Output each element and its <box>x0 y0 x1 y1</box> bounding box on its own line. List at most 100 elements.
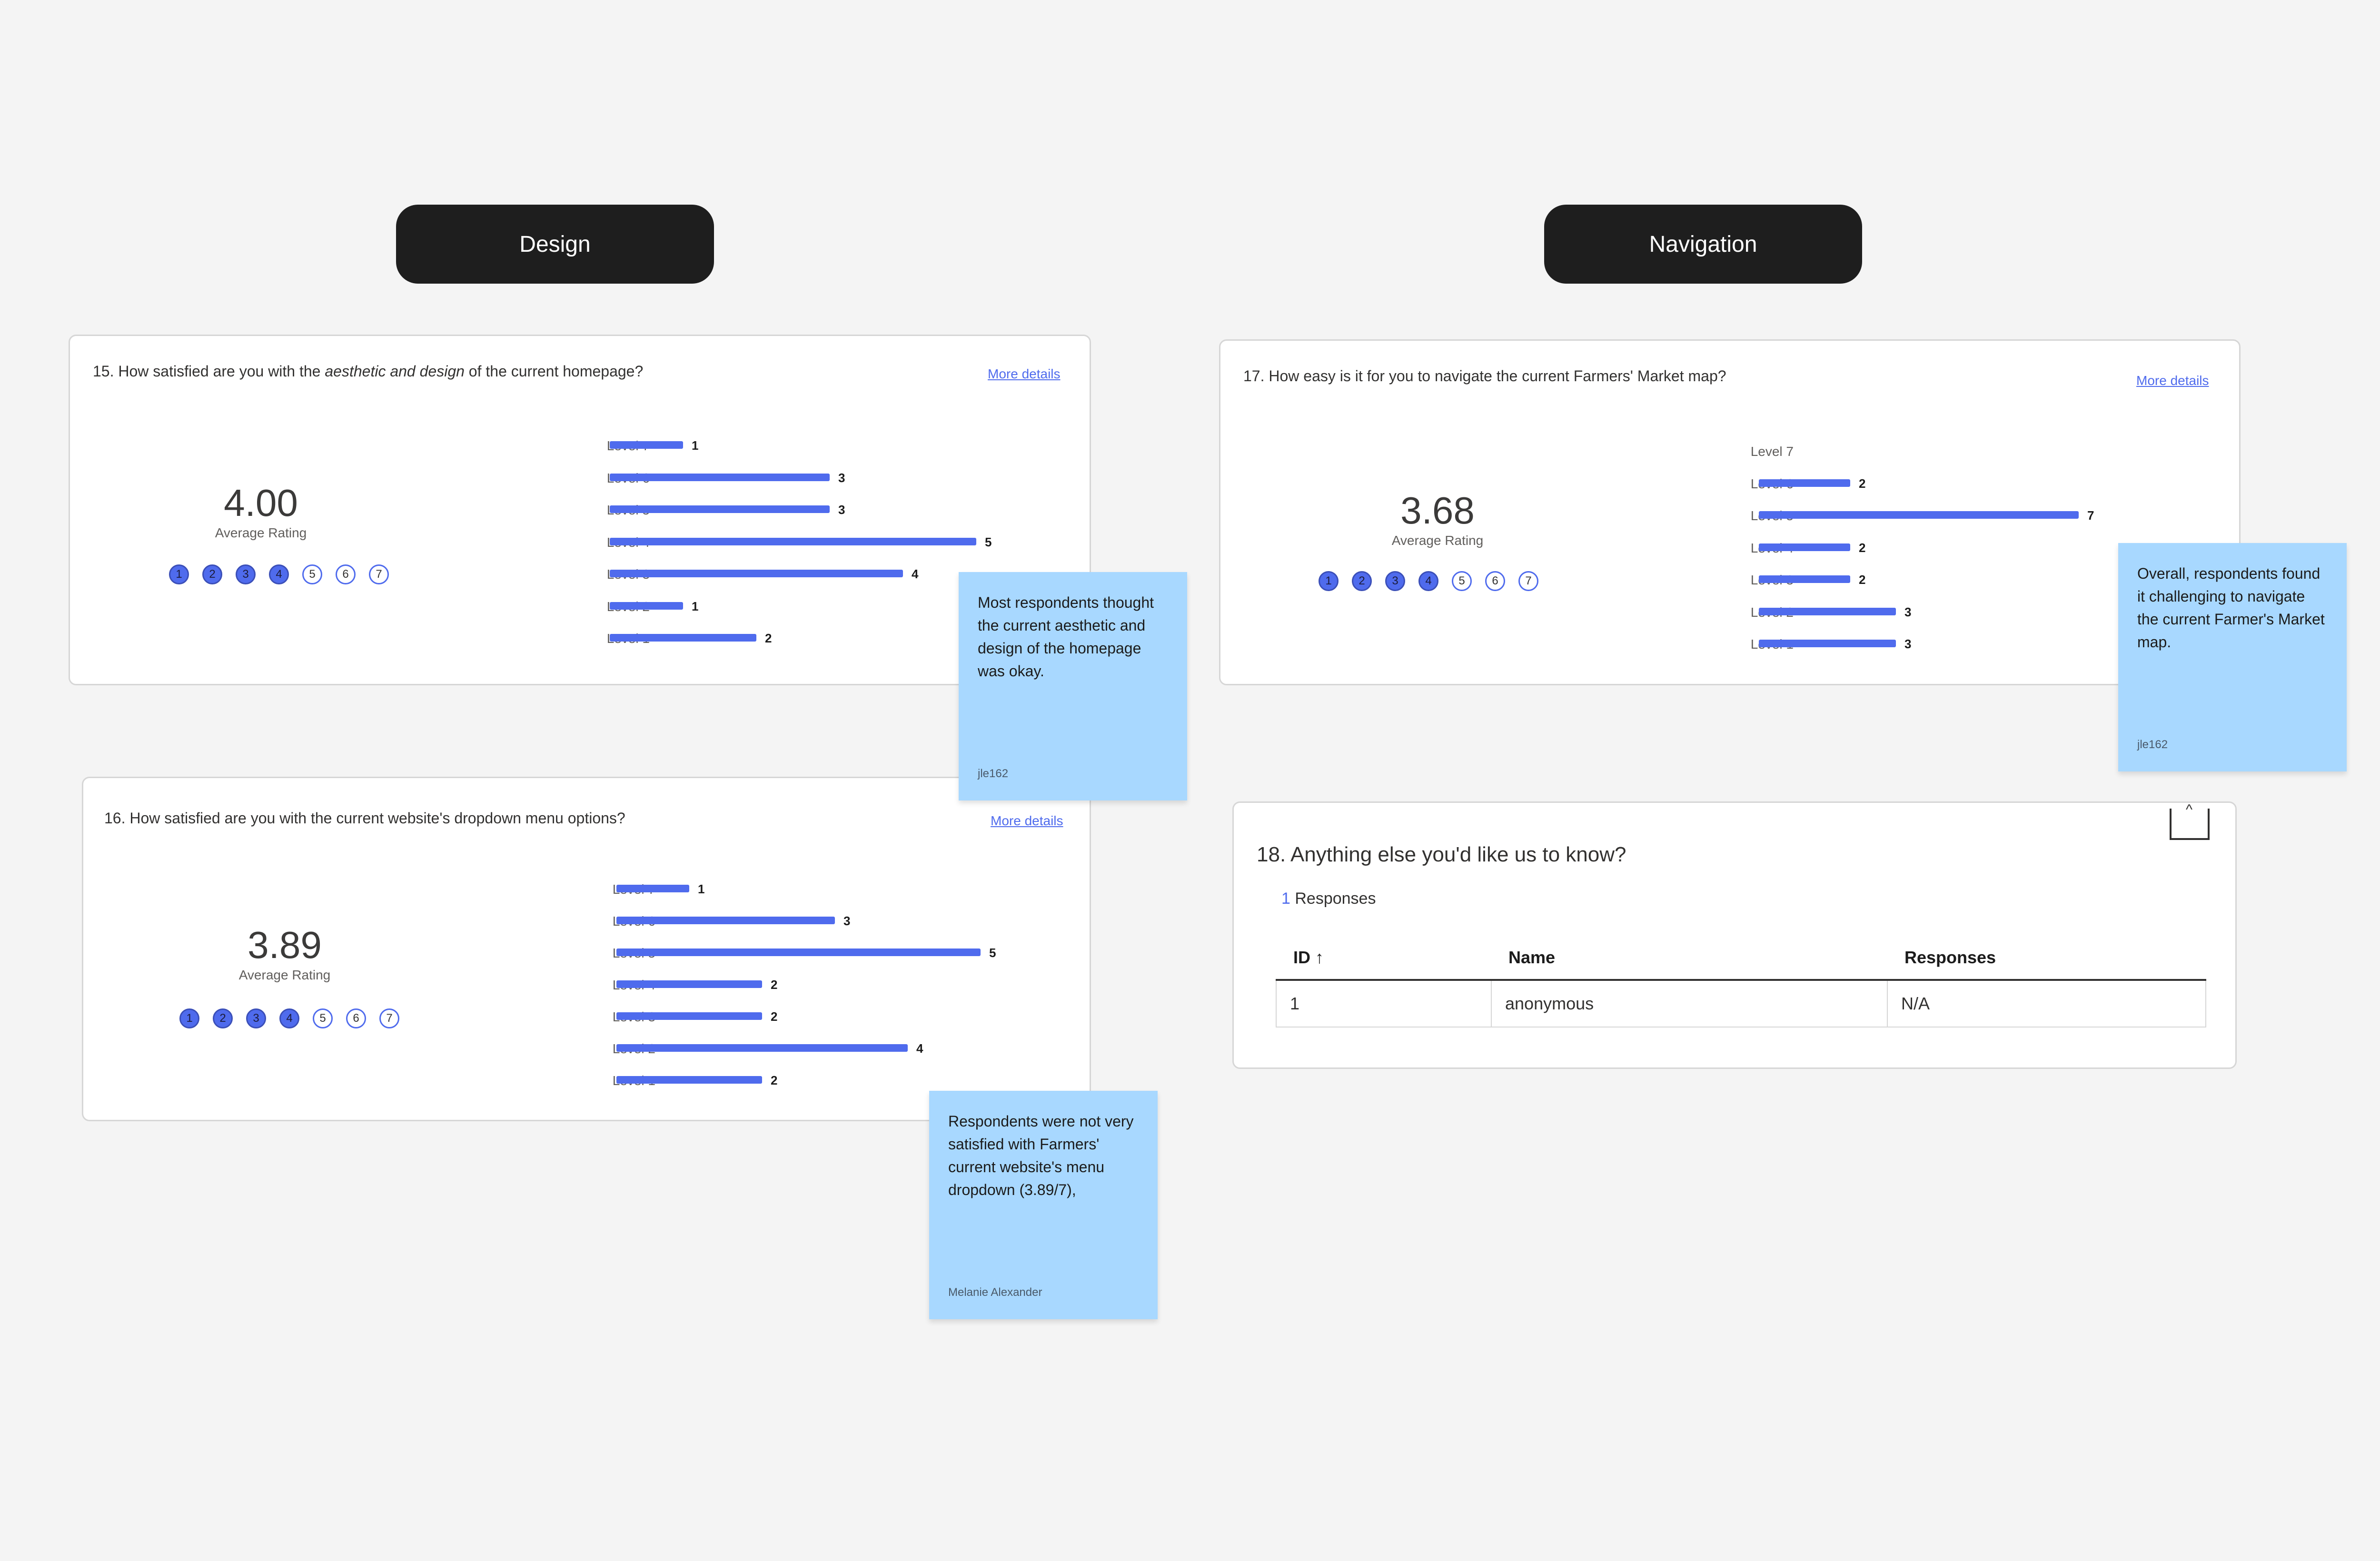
bar <box>610 570 903 577</box>
average-rating-label: Average Rating <box>238 968 331 982</box>
bar <box>616 1044 908 1052</box>
sticky-note-design-homepage[interactable]: Most respondents thought the current aes… <box>959 572 1187 800</box>
more-details-link[interactable]: More details <box>2136 373 2209 388</box>
bar-value: 3 <box>1904 637 1912 651</box>
bar-value: 4 <box>916 1041 923 1056</box>
rating-dot-3: 3 <box>246 1008 266 1028</box>
bar-value: 3 <box>838 503 845 517</box>
bar-value: 4 <box>912 567 919 581</box>
sticky-note-navigation-map[interactable]: Overall, respondents found it challengin… <box>2118 543 2347 771</box>
bar-value: 2 <box>771 1009 778 1024</box>
column-header-name[interactable]: Name <box>1491 936 1887 981</box>
rating-dot-1: 1 <box>169 564 189 584</box>
bar <box>610 441 683 449</box>
design-section-label: Design <box>396 205 714 284</box>
average-rating-value: 3.89 <box>248 924 322 966</box>
bar <box>616 1012 762 1020</box>
rating-dot-7: 7 <box>379 1008 399 1028</box>
rating-dot-7: 7 <box>369 564 389 584</box>
sticky-note-dropdown[interactable]: Respondents were not very satisfied with… <box>929 1091 1158 1319</box>
rating-dot-1: 1 <box>179 1008 199 1028</box>
rating-dot-5: 5 <box>302 564 322 584</box>
sticky-note-author: jle162 <box>978 767 1009 780</box>
rating-dot-5: 5 <box>313 1008 333 1028</box>
bar <box>1759 543 1850 551</box>
bar <box>1759 575 1850 583</box>
bar <box>616 917 835 924</box>
responses-table: ID ↑ Name Responses 1 anonymous N/A <box>1276 936 2206 1027</box>
rating-dot-7: 7 <box>1518 571 1538 591</box>
bar <box>616 1076 762 1084</box>
rating-dot-2: 2 <box>1352 571 1372 591</box>
bar-value: 2 <box>771 1073 778 1087</box>
rating-dot-5: 5 <box>1452 571 1472 591</box>
more-details-link[interactable]: More details <box>988 366 1061 381</box>
more-details-link[interactable]: More details <box>991 813 1063 828</box>
rating-dot-4: 4 <box>1418 571 1438 591</box>
average-rating: 4.00 Average Rating <box>166 482 356 541</box>
collapse-icon[interactable]: ^ <box>2170 802 2210 840</box>
response-count: 1 Responses <box>1281 889 1376 908</box>
sticky-note-author: jle162 <box>2137 738 2168 751</box>
bar-value: 3 <box>1904 604 1912 619</box>
rating-dot-1: 1 <box>1319 571 1339 591</box>
navigation-section-label: Navigation <box>1544 205 1862 284</box>
bar <box>610 634 756 642</box>
sticky-note-author: Melanie Alexander <box>948 1286 1042 1299</box>
bar-value: 2 <box>765 631 772 645</box>
bar-value: 5 <box>985 534 992 549</box>
bar-label: Level 7 <box>1750 444 1794 459</box>
question-17-title: 17. How easy is it for you to navigate t… <box>1243 367 1726 385</box>
bar <box>610 473 830 481</box>
rating-dot-4: 4 <box>279 1008 299 1028</box>
rating-dot-6: 6 <box>336 564 356 584</box>
rating-dot-3: 3 <box>1385 571 1405 591</box>
rating-dot-6: 6 <box>346 1008 366 1028</box>
bar-value: 2 <box>1859 540 1866 555</box>
sticky-note-text: Most respondents thought the current aes… <box>978 594 1154 680</box>
bar <box>1759 607 1896 615</box>
rating-dot-2: 2 <box>202 564 222 584</box>
bar-value: 3 <box>838 470 845 485</box>
average-rating-label: Average Rating <box>215 525 307 540</box>
column-header-responses[interactable]: Responses <box>1887 936 2206 981</box>
cell-name: anonymous <box>1491 979 1888 1027</box>
sticky-note-text: Overall, respondents found it challengin… <box>2137 565 2325 651</box>
rating-dot-6: 6 <box>1485 571 1505 591</box>
bar <box>610 537 976 545</box>
question-16-card: 16. How satisfied are you with the curre… <box>82 777 1091 1121</box>
bar-value: 2 <box>771 978 778 992</box>
bar <box>610 505 830 513</box>
bar-value: 7 <box>2087 508 2094 523</box>
average-rating-label: Average Rating <box>1391 533 1484 548</box>
bar-value: 2 <box>1859 573 1866 587</box>
average-rating: 3.89 Average Rating <box>189 924 380 983</box>
bar <box>616 885 689 892</box>
question-15-title: 15. How satisfied are you with the aesth… <box>93 363 644 380</box>
question-17-card: 17. How easy is it for you to navigate t… <box>1219 339 2241 685</box>
bar <box>616 948 981 956</box>
average-rating-value: 3.68 <box>1400 489 1475 532</box>
bar-value: 2 <box>1859 476 1866 491</box>
bar-value: 1 <box>692 438 699 453</box>
average-rating-value: 4.00 <box>224 482 298 524</box>
sticky-note-text: Respondents were not very satisfied with… <box>948 1113 1134 1198</box>
column-header-id[interactable]: ID ↑ <box>1276 936 1491 981</box>
question-16-title: 16. How satisfied are you with the curre… <box>104 810 625 827</box>
average-rating: 3.68 Average Rating <box>1342 489 1533 548</box>
rating-dot-2: 2 <box>213 1008 233 1028</box>
bar-value: 3 <box>843 914 851 928</box>
bar <box>616 980 762 988</box>
bar <box>1759 511 2079 519</box>
bar-value: 1 <box>698 882 705 896</box>
bar <box>1759 640 1896 647</box>
cell-responses: N/A <box>1887 979 2206 1027</box>
rating-dot-4: 4 <box>269 564 289 584</box>
question-15-card: 15. How satisfied are you with the aesth… <box>69 335 1091 685</box>
table-row[interactable]: 1 anonymous N/A <box>1276 979 2206 1027</box>
question-18-card: ^ 18. Anything else you'd like us to kno… <box>1232 801 2237 1069</box>
bar-value: 1 <box>692 599 699 613</box>
bar <box>1759 479 1850 487</box>
